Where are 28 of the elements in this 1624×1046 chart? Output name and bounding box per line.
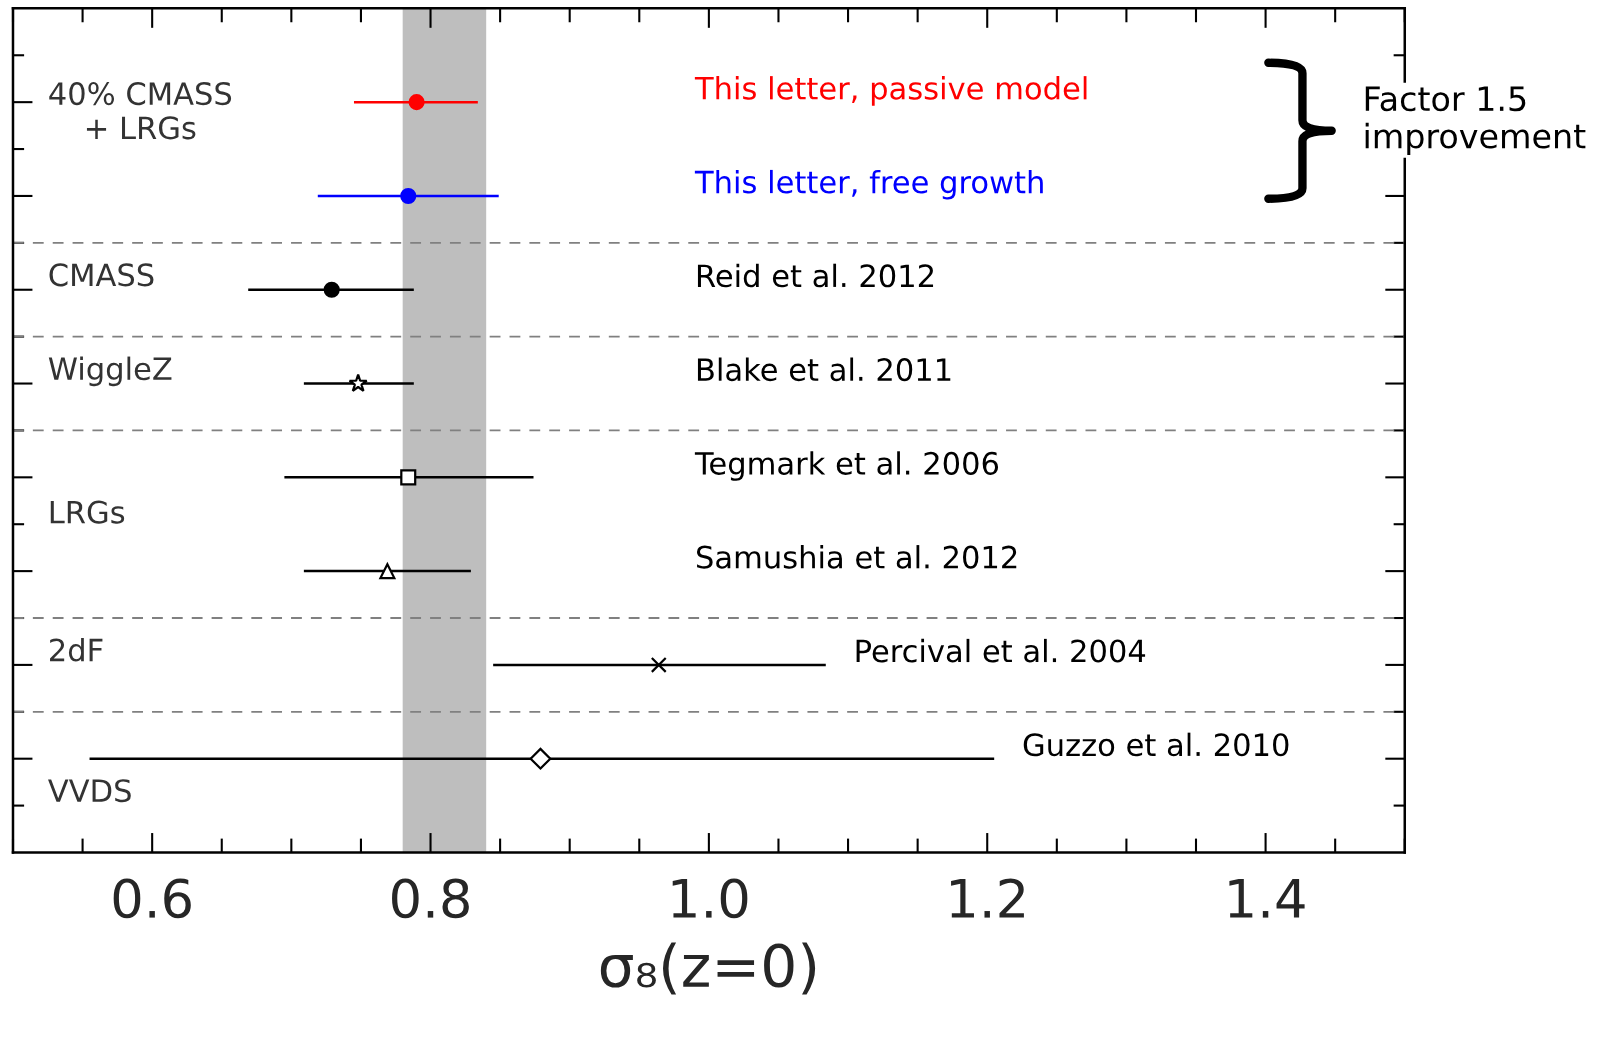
point <box>400 187 417 204</box>
x-tick-label: 1.0 <box>672 878 748 919</box>
x-tick-label: 1.4 <box>1229 879 1305 918</box>
point <box>529 747 552 770</box>
point <box>400 469 417 486</box>
annotation: Factor 1.5 improvement <box>1365 86 1586 156</box>
annotation: CMASS <box>49 263 154 287</box>
annotation: VVDS <box>48 779 131 803</box>
point <box>323 281 340 298</box>
text: Blake et al. 2011 <box>697 357 951 382</box>
point <box>650 656 667 673</box>
text: Tegmark et al. 2006 <box>694 451 999 481</box>
text: This letter, passive model <box>694 76 1087 106</box>
x-tick-label: 1.2 <box>951 878 1024 918</box>
x-tick-label: 0.8 <box>392 878 469 919</box>
point <box>348 373 368 392</box>
point <box>408 94 425 111</box>
x-axis-title: σ₈(z=0) <box>600 942 816 995</box>
annotation: 40% CMASS + LRGs <box>49 82 232 140</box>
text: This letter, free growth <box>694 169 1043 200</box>
text: Samushia et al. 2012 <box>696 545 1017 569</box>
x-tick-label: 0.6 <box>113 878 191 919</box>
text: Guzzo et al. 2010 <box>1023 732 1289 757</box>
annotation: 2dF <box>50 637 103 662</box>
annotation: LRGs <box>50 500 125 524</box>
text: Reid et al. 2012 <box>697 263 934 288</box>
annotation: WiggleZ <box>48 356 172 387</box>
text: Percival et al. 2004 <box>856 638 1146 663</box>
